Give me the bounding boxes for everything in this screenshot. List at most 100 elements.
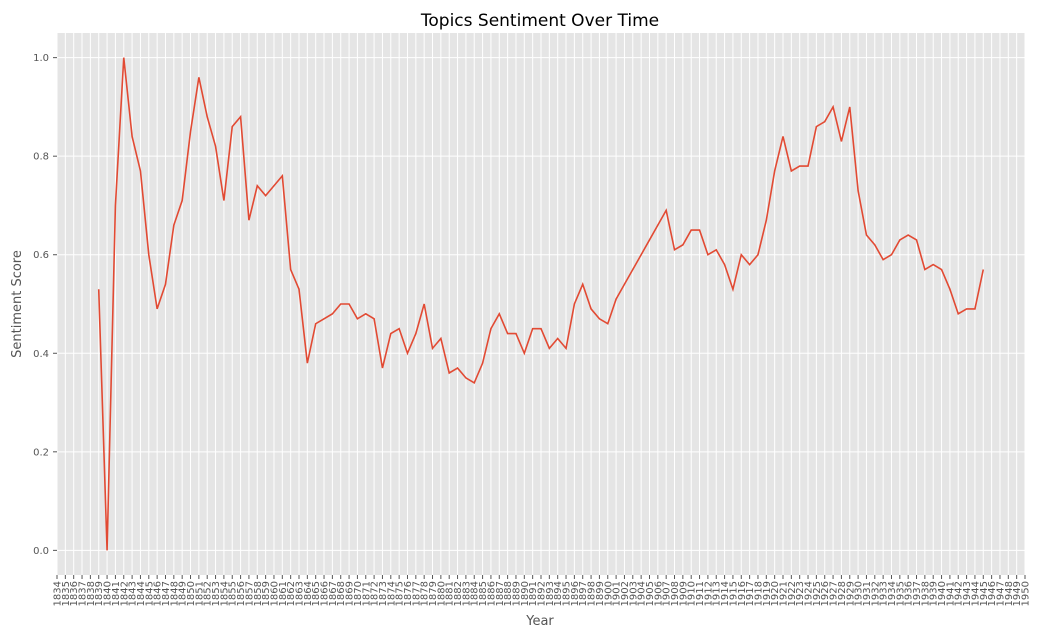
x-tick-label: 1844 (136, 581, 147, 606)
x-tick-label: 1931 (862, 581, 873, 606)
x-tick-label: 1911 (695, 581, 706, 606)
x-tick-label: 1906 (653, 581, 664, 606)
x-tick-label: 1926 (820, 581, 831, 606)
x-tick-label: 1899 (595, 581, 606, 606)
x-tick-label: 1907 (662, 581, 673, 606)
x-tick-label: 1918 (753, 581, 764, 606)
x-tick-label: 1870 (353, 581, 364, 606)
x-tick-label: 1898 (587, 581, 598, 606)
x-tick-label: 1905 (645, 581, 656, 606)
x-tick-label: 1842 (119, 581, 130, 606)
x-tick-label: 1920 (770, 581, 781, 606)
x-tick-label: 1942 (954, 581, 965, 606)
x-tick-label: 1886 (486, 581, 497, 606)
x-tick-label: 1948 (1004, 581, 1015, 606)
x-tick-label: 1889 (511, 581, 522, 606)
x-tick-label: 1887 (495, 581, 506, 606)
x-tick-label: 1875 (395, 581, 406, 606)
x-tick-label: 1943 (962, 581, 973, 606)
x-tick-label: 1913 (712, 581, 723, 606)
x-tick-label: 1895 (562, 581, 573, 606)
x-tick-label: 1869 (345, 581, 356, 606)
x-tick-label: 1937 (912, 581, 923, 606)
x-axis-ticks: 1834183518361837183818391840184118421843… (53, 575, 1032, 606)
y-tick-label: 0.4 (33, 349, 49, 360)
x-tick-label: 1863 (295, 581, 306, 606)
x-tick-label: 1835 (61, 581, 72, 606)
x-tick-label: 1924 (804, 581, 815, 606)
x-tick-label: 1836 (69, 581, 80, 606)
x-tick-label: 1929 (845, 581, 856, 606)
y-tick-label: 0.2 (33, 447, 49, 458)
x-tick-label: 1864 (303, 581, 314, 606)
x-tick-label: 1877 (411, 581, 422, 606)
x-tick-label: 1867 (328, 581, 339, 606)
x-tick-label: 1925 (812, 581, 823, 606)
x-tick-label: 1919 (762, 581, 773, 606)
x-tick-label: 1882 (453, 581, 464, 606)
x-tick-label: 1947 (995, 581, 1006, 606)
x-tick-label: 1896 (570, 581, 581, 606)
x-tick-label: 1935 (895, 581, 906, 606)
x-tick-label: 1914 (720, 581, 731, 606)
x-tick-label: 1921 (779, 581, 790, 606)
x-tick-label: 1933 (879, 581, 890, 606)
x-tick-label: 1932 (870, 581, 881, 606)
x-tick-label: 1860 (269, 581, 280, 606)
x-tick-label: 1944 (970, 581, 981, 606)
y-tick-label: 0.8 (33, 152, 49, 163)
x-tick-label: 1934 (887, 581, 898, 606)
x-tick-label: 1868 (336, 581, 347, 606)
x-tick-label: 1850 (186, 581, 197, 606)
x-tick-label: 1859 (261, 581, 272, 606)
x-tick-label: 1908 (670, 581, 681, 606)
x-tick-label: 1916 (737, 581, 748, 606)
x-tick-label: 1915 (728, 581, 739, 606)
x-tick-label: 1862 (286, 581, 297, 606)
x-tick-label: 1885 (478, 581, 489, 606)
sentiment-series-line (97, 57, 985, 551)
x-tick-label: 1880 (436, 581, 447, 606)
x-tick-label: 1923 (795, 581, 806, 606)
x-tick-label: 1876 (403, 581, 414, 606)
x-tick-label: 1893 (545, 581, 556, 606)
x-tick-label: 1892 (537, 581, 548, 606)
x-tick-label: 1928 (837, 581, 848, 606)
x-tick-label: 1878 (420, 581, 431, 606)
x-tick-label: 1837 (78, 581, 89, 606)
x-tick-label: 1936 (904, 581, 915, 606)
x-tick-label: 1849 (178, 581, 189, 606)
x-tick-label: 1847 (161, 581, 172, 606)
x-tick-label: 1945 (979, 581, 990, 606)
x-tick-label: 1901 (612, 581, 623, 606)
x-tick-label: 1894 (553, 581, 564, 606)
x-tick-label: 1917 (745, 581, 756, 606)
x-tick-label: 1909 (678, 581, 689, 606)
x-tick-label: 1873 (378, 581, 389, 606)
x-tick-label: 1950 (1021, 581, 1032, 606)
x-tick-label: 1938 (920, 581, 931, 606)
y-axis-ticks: 0.0 0.2 0.4 0.6 0.8 1.0 (33, 53, 57, 557)
x-tick-label: 1888 (503, 581, 514, 606)
x-tick-label: 1912 (703, 581, 714, 606)
x-tick-label: 1941 (945, 581, 956, 606)
x-tick-label: 1872 (370, 581, 381, 606)
x-axis-label: Year (525, 614, 554, 629)
y-tick-label: 0.6 (33, 250, 49, 261)
x-tick-label: 1884 (470, 581, 481, 606)
x-tick-label: 1927 (829, 581, 840, 606)
y-tick-label: 1.0 (33, 53, 49, 64)
x-tick-label: 1840 (103, 581, 114, 606)
x-tick-label: 1839 (94, 581, 105, 606)
x-tick-label: 1946 (987, 581, 998, 606)
x-tick-label: 1874 (386, 581, 397, 606)
x-tick-label: 1845 (144, 581, 155, 606)
x-tick-label: 1852 (203, 581, 214, 606)
x-tick-label: 1851 (194, 581, 205, 606)
y-axis-label: Sentiment Score (10, 250, 25, 358)
x-tick-label: 1846 (153, 581, 164, 606)
x-tick-label: 1939 (929, 581, 940, 606)
x-tick-label: 1843 (128, 581, 139, 606)
x-tick-label: 1879 (428, 581, 439, 606)
x-tick-label: 1853 (211, 581, 222, 606)
